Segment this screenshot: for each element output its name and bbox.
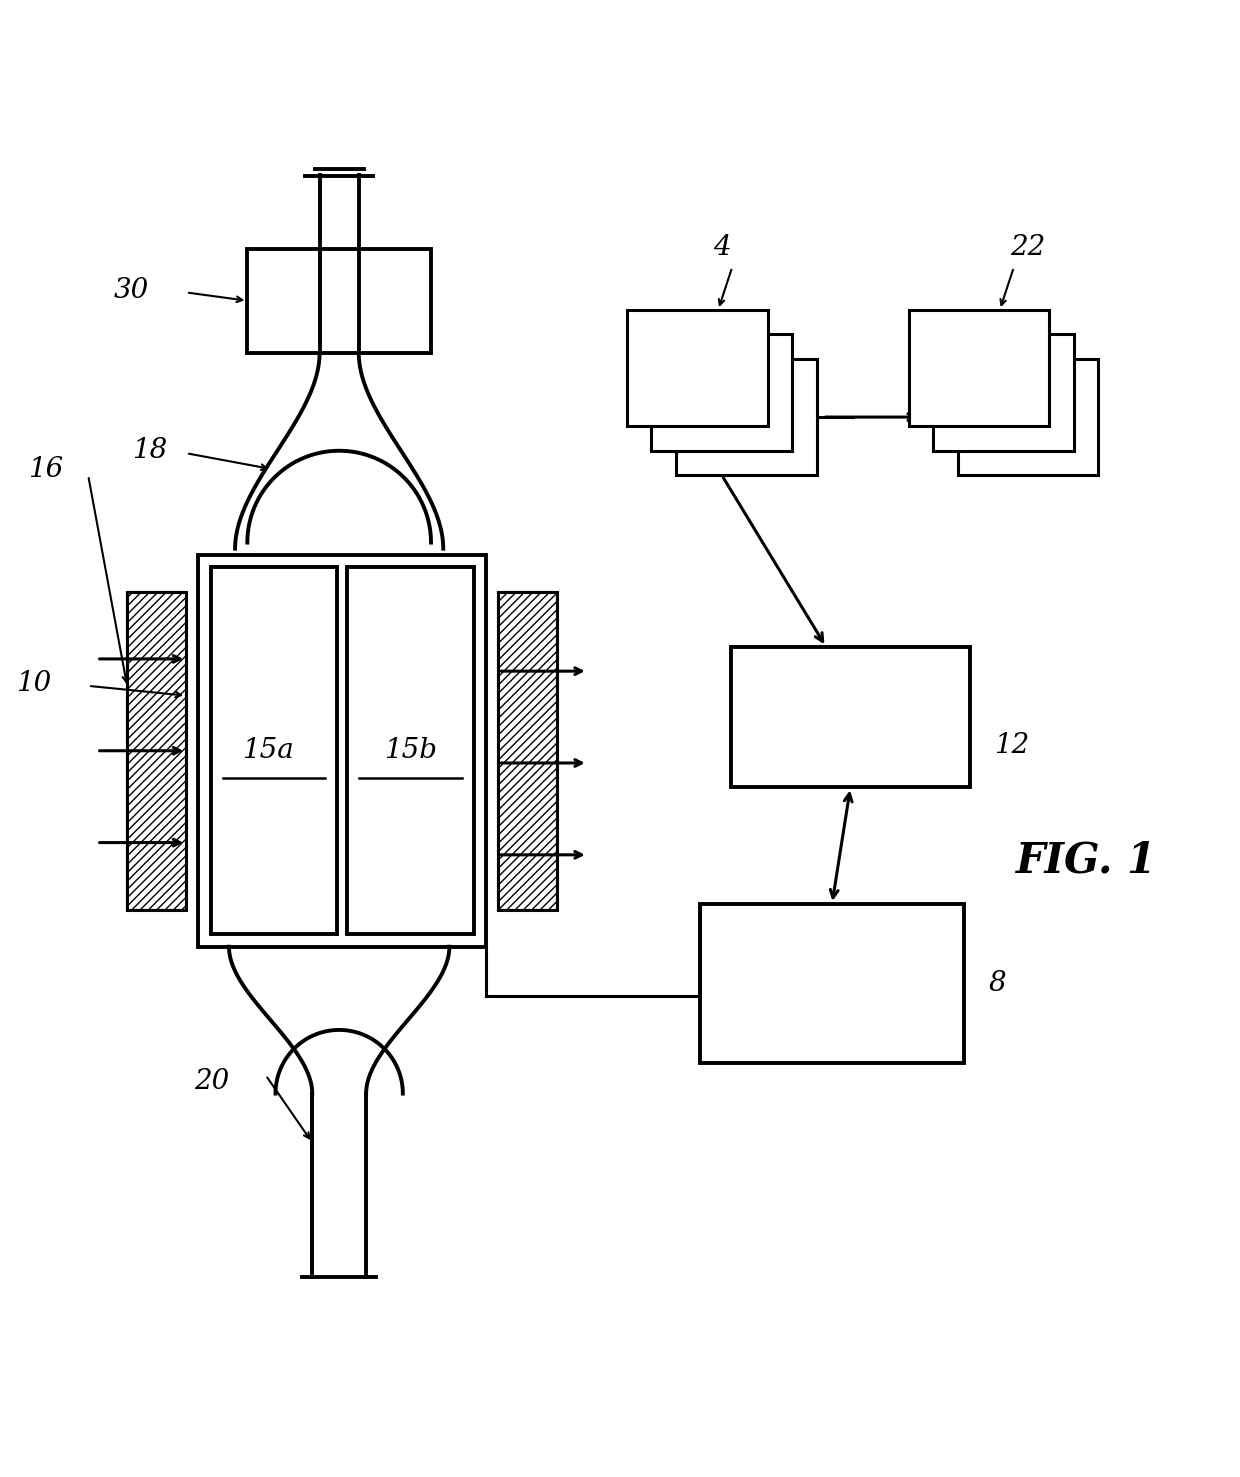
Text: 16: 16 [29,455,63,483]
Bar [651,334,792,450]
Bar [909,310,1049,427]
Bar [676,359,817,476]
Text: FIG. 1: FIG. 1 [1016,840,1157,882]
Text: 20: 20 [193,1068,229,1094]
Text: 22: 22 [1011,233,1045,261]
Text: 30: 30 [114,276,149,304]
Text: 4: 4 [713,233,730,261]
Bar [347,567,474,935]
Text: 8: 8 [988,970,1006,997]
Bar [957,359,1099,476]
Bar [247,248,432,353]
Bar [211,567,337,935]
Bar [627,310,768,427]
Text: 15b: 15b [384,737,436,764]
Text: 15a: 15a [242,737,294,764]
Bar [498,592,557,910]
Bar [198,555,486,947]
Text: 12: 12 [994,731,1029,759]
Text: 18: 18 [133,437,167,464]
Bar [932,334,1074,450]
Bar [128,592,186,910]
Bar [128,592,186,910]
Bar [701,904,963,1063]
Text: 10: 10 [16,671,51,697]
Bar [498,592,557,910]
Bar [732,647,970,787]
